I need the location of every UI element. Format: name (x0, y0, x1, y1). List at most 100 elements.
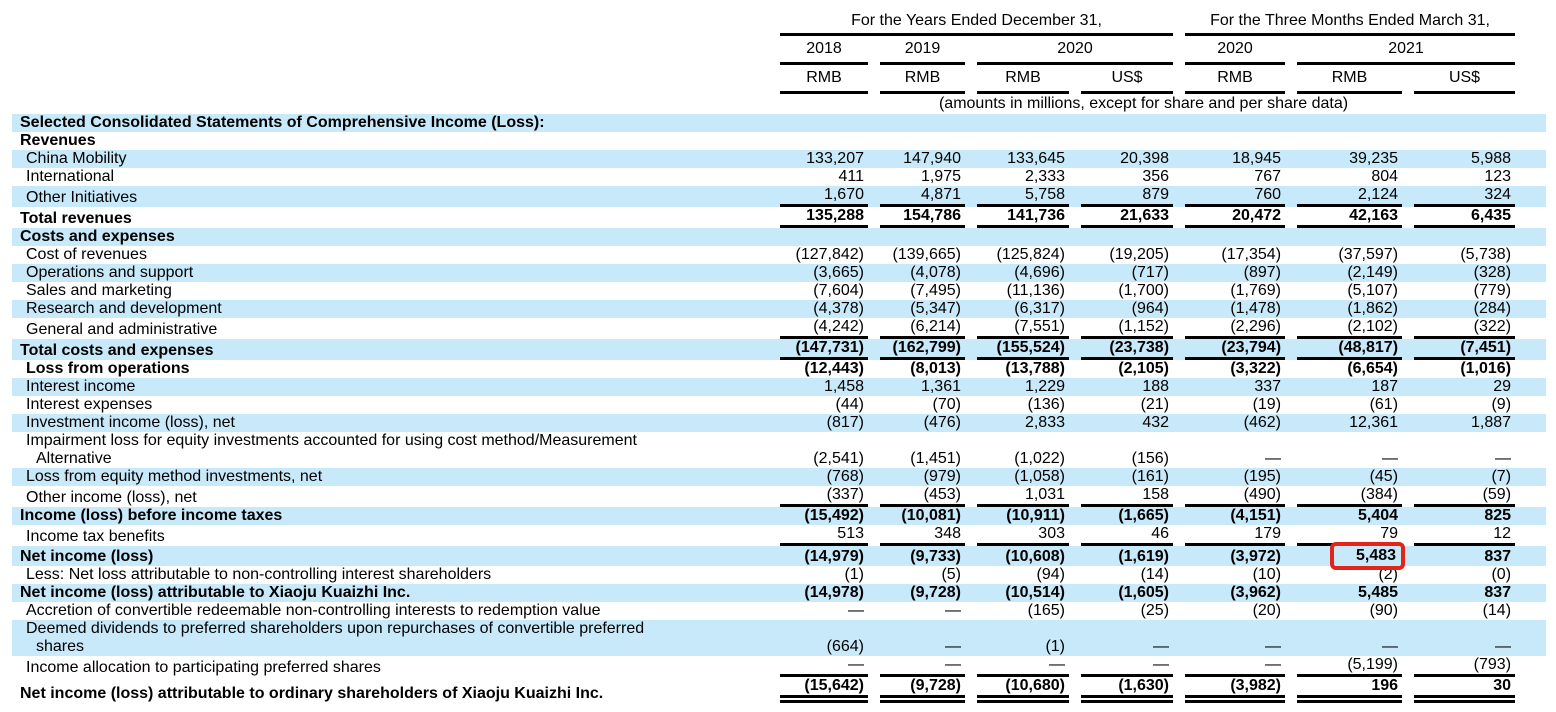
cell-value: (4,242) (813, 318, 864, 335)
income-statement-table: For the Years Ended December 31, For the … (12, 8, 1547, 703)
row-label: Operations and support (26, 264, 194, 281)
cell-value: 18,945 (1232, 150, 1282, 167)
cell-value: (155,524) (996, 339, 1066, 356)
cell-value: (20) (1252, 602, 1282, 619)
cell-value: (2,102) (1347, 318, 1399, 335)
cell-value: 154,786 (903, 207, 961, 224)
cell-value: 179 (1254, 525, 1282, 542)
table-row: General and administrative (4,242) (6,214)… (12, 318, 1546, 339)
financial-statement-page: For the Years Ended December 31, For the … (0, 8, 1556, 703)
table-row: International 411 1,975 2,333 356 767 804 123 (12, 168, 1546, 186)
cell-value: (328) (1473, 264, 1512, 281)
year-label: 2020 (977, 36, 1174, 65)
cell-value: (1,630) (1118, 677, 1170, 694)
cell-value: (5,199) (1347, 656, 1399, 673)
currency-label: RMB (1185, 65, 1286, 94)
cell-value: (2,541) (813, 450, 864, 467)
cell-value: 123 (1484, 168, 1512, 185)
cell-value: (10,514) (1005, 584, 1065, 601)
cell-value: 804 (1371, 168, 1399, 185)
cell-value: (17,354) (1221, 246, 1282, 263)
cell-value: 324 (1484, 186, 1512, 203)
cell-value: (768) (826, 468, 864, 485)
cell-value: (5) (941, 566, 961, 583)
cell-value: (59) (1482, 486, 1512, 503)
cell-value: 187 (1371, 378, 1399, 395)
row-label: Interest income (26, 378, 136, 395)
cell-value: (25) (1140, 602, 1170, 619)
cell-value: 5,485 (1357, 584, 1399, 601)
cell-value: (490) (1243, 486, 1282, 503)
cell-value: (14,978) (804, 584, 864, 601)
cell-value: 303 (1038, 525, 1065, 542)
cell-value: 196 (1371, 677, 1399, 694)
cell-value: (14,979) (804, 548, 864, 565)
cell-value: (4,151) (1230, 507, 1282, 524)
cell-value: (2) (1378, 566, 1399, 583)
row-label: Sales and marketing (26, 282, 172, 299)
cell-value: — (945, 656, 961, 673)
table-row: Loss from operations (12,443) (8,013) (13,7… (12, 360, 1546, 378)
cell-value: 79 (1380, 525, 1399, 542)
table-row: Net income (loss) attributable to Xiaoju… (12, 584, 1547, 602)
cell-value: (23,794) (1221, 339, 1282, 356)
cell-value: 1,361 (920, 378, 961, 395)
cell-value: (195) (1243, 468, 1282, 485)
year-label: 2019 (880, 36, 965, 65)
cell-value: (14) (1140, 566, 1170, 583)
table-row: Operations and support (3,665) (4,078) (4,6… (12, 264, 1547, 282)
header-note-row: (amounts in millions, except for share a… (12, 94, 1546, 114)
cell-value: (161) (1131, 468, 1170, 485)
cell-value: (817) (826, 414, 864, 431)
cell-value: 760 (1254, 186, 1282, 203)
cell-value: (779) (1473, 282, 1512, 299)
header-year-row: 2018 2019 2020 2020 2021 (12, 36, 1546, 65)
cell-value: (139,665) (892, 246, 962, 263)
table-row: Impairment loss for equity investments a… (12, 432, 1546, 468)
cell-value: 1,229 (1024, 378, 1065, 395)
cell-value: 1,670 (823, 186, 864, 203)
cell-value: (1,605) (1118, 584, 1170, 601)
cell-value: (12,443) (804, 360, 864, 377)
row-label: China Mobility (26, 150, 127, 167)
cell-value: (8,013) (910, 360, 961, 377)
cell-value: 356 (1142, 168, 1170, 185)
table-row: Loss from equity method investments, net… (12, 468, 1547, 486)
currency-label: RMB (780, 65, 868, 94)
cell-value: (1,478) (1230, 300, 1282, 317)
cell-value: 348 (934, 525, 961, 542)
row-label: Impairment loss for equity investments a… (26, 432, 637, 449)
cell-value: 1,031 (1024, 486, 1065, 503)
table-row: Interest expenses (44) (70) (136) (21) (19) (6… (12, 396, 1546, 414)
row-label-line2: shares (36, 638, 85, 655)
cell-value: (10,911) (1006, 507, 1065, 524)
cell-value: (13,788) (1005, 360, 1065, 377)
cell-value: — (848, 656, 864, 673)
cell-value: (48,817) (1338, 339, 1399, 356)
cell-value: (1,022) (1014, 450, 1065, 467)
cell-value: 20,398 (1120, 150, 1170, 167)
cell-value: (6,654) (1347, 360, 1399, 377)
cell-value: — (848, 602, 864, 619)
row-label: Net income (loss) (20, 548, 154, 565)
cell-value: (90) (1369, 602, 1399, 619)
cell-value: (1,862) (1347, 300, 1399, 317)
cell-value: 133,645 (1007, 150, 1065, 167)
table-row: Cost of revenues (127,842) (139,665) (125,8… (12, 246, 1546, 264)
currency-label: RMB (977, 65, 1069, 94)
cell-value: (5,738) (1460, 246, 1512, 263)
cell-value: — (1382, 638, 1399, 655)
cell-value: 1,975 (920, 168, 961, 185)
row-label: Total costs and expenses (20, 342, 214, 359)
cell-value: — (1265, 450, 1282, 467)
cell-value: (136) (1027, 396, 1065, 413)
cell-value: — (945, 638, 961, 655)
row-label: Net income (loss) attributable to ordina… (20, 685, 604, 702)
table-header: For the Years Ended December 31, For the … (12, 8, 1546, 114)
cell-value: 432 (1142, 414, 1170, 431)
cell-value: (1,665) (1118, 507, 1170, 524)
cell-value: (337) (826, 486, 864, 503)
cell-value: (7) (1491, 468, 1512, 485)
table-row: Interest income 1,458 1,361 1,229 188 337 187 2… (12, 378, 1547, 396)
cell-value: (5,347) (910, 300, 961, 317)
